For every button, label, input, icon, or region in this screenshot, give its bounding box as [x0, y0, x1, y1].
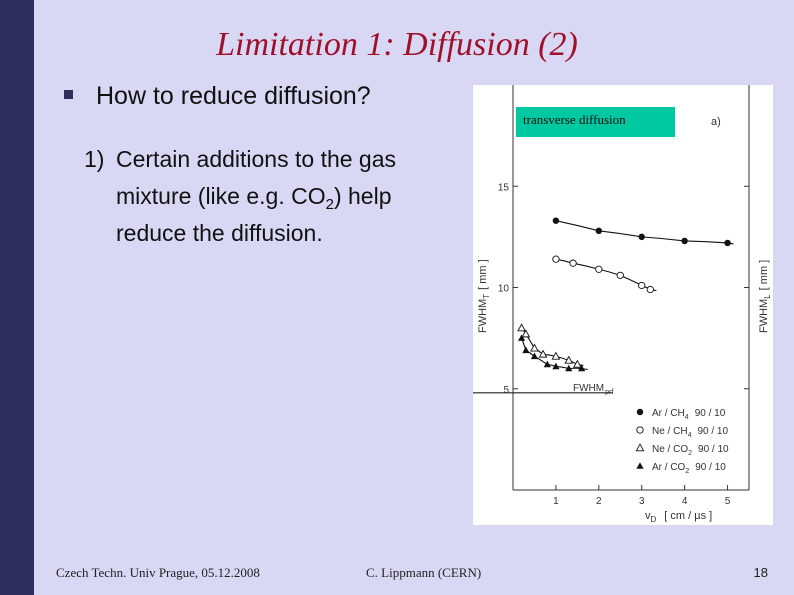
point-filled-circle	[636, 408, 644, 416]
point-open-triangle	[521, 329, 531, 338]
x-axis-label: vD [ cm / µs ]	[645, 510, 712, 524]
y-label-left-unit: [ mm ]	[477, 259, 489, 290]
legend-mix: 90 / 10	[695, 462, 726, 473]
point-filled-circle	[595, 227, 603, 234]
point-open-triangle	[551, 351, 561, 360]
prf-label-main: FWHM	[573, 383, 604, 394]
legend-mix: 90 / 10	[698, 444, 729, 455]
x-tick-label: 1	[553, 496, 559, 507]
legend-mix: 90 / 10	[695, 408, 726, 419]
sidebar-strip	[0, 0, 34, 595]
point-filled-triangle	[578, 364, 586, 372]
series-line-3	[521, 327, 584, 366]
sub-point-line-3: reduce the diffusion.	[116, 220, 323, 246]
point-open-triangle	[530, 343, 539, 352]
legend-entry-label: Ne / CO2 90 / 10	[652, 444, 729, 457]
legend-entry-label: Ne / CH4 90 / 10	[652, 426, 728, 439]
point-filled-triangle	[517, 334, 526, 341]
point-filled-triangle	[552, 362, 560, 370]
x-tick-label: 3	[639, 496, 645, 507]
legend-entry-label: Ar / CO2 90 / 10	[652, 462, 726, 475]
point-open-triangle	[564, 355, 574, 364]
point-open-circle	[638, 281, 646, 290]
legend-subscript: 4	[685, 414, 689, 421]
legend-subscript: 4	[688, 432, 692, 439]
point-filled-circle	[552, 217, 560, 224]
x-tick-label: 2	[596, 496, 602, 507]
series-line-1	[555, 220, 734, 245]
point-filled-circle	[724, 239, 731, 247]
x-label-unit: [ cm / µs ]	[664, 510, 712, 522]
footer-venue: Czech Techn. Univ Prague, 05.12.2008	[56, 565, 260, 580]
sub-point-line-1: 1) Certain additions to the gas	[84, 141, 396, 178]
x-label-main: v	[645, 510, 651, 522]
x-tick-label: 5	[725, 496, 731, 507]
y-tick-label: 15	[498, 182, 510, 193]
point-open-circle	[595, 265, 603, 273]
legend-mix: 90 / 10	[697, 426, 728, 437]
y-tick-label: 5	[503, 385, 509, 396]
svg-text:FWHML[ mm ]: FWHML [ mm ]	[758, 260, 772, 333]
sub-point-subscript: 2	[325, 196, 334, 213]
sub-point-line-2: mixture (like e.g. CO2) help	[84, 178, 396, 215]
bullet-text: How to reduce diffusion?	[96, 82, 371, 110]
legend-gas: Ne / CO	[652, 444, 688, 455]
point-open-triangle	[538, 349, 548, 358]
y-label-right-unit: [ mm ]	[758, 260, 770, 291]
square-bullet-icon	[64, 90, 73, 99]
sub-point-number: 1)	[84, 146, 105, 172]
y-axis-label-left: FWHMT [ mm ]	[477, 259, 491, 333]
point-open-circle	[616, 271, 624, 280]
point-open-circle	[552, 255, 560, 263]
point-open-triangle	[573, 359, 582, 368]
point-filled-circle	[638, 233, 645, 241]
svg-text:FWHMT[ mm ]: FWHMT [ mm ]	[477, 259, 491, 333]
legend-subscript: 2	[688, 450, 692, 457]
y-label-right-main: FWHM	[758, 299, 770, 333]
y-tick-label: 10	[498, 284, 510, 295]
panel-tag: a)	[711, 116, 721, 128]
slide-title: Limitation 1: Diffusion (2)	[216, 26, 578, 63]
point-filled-triangle	[543, 360, 551, 368]
legend-entry-label: Ar / CH4 90 / 10	[652, 408, 726, 421]
point-filled-circle	[681, 237, 688, 245]
point-filled-triangle	[530, 352, 539, 360]
sub-point-text-2b: ) help	[333, 183, 392, 209]
diffusion-figure: 1 2 3 4 5 5 10 15 Ar / CH4 90 / 10 Ne / CH4 90 / 1…	[473, 85, 773, 525]
legend-gas: Ar / CH	[652, 408, 685, 419]
y-label-right-sub: L	[763, 294, 772, 299]
point-open-circle	[569, 259, 577, 267]
legend-gas: Ne / CH	[652, 426, 688, 437]
footer-author: C. Lippmann (CERN)	[366, 565, 482, 580]
transverse-diffusion-text: transverse diffusion	[523, 112, 626, 127]
sub-point-text-1: Certain additions to the gas	[116, 146, 397, 172]
prf-label-sub: prf	[605, 389, 613, 396]
prf-label: FWHMprf	[573, 383, 613, 396]
legend-gas: Ar / CO	[652, 462, 686, 473]
legend-subscript: 2	[685, 468, 689, 475]
x-tick-label: 4	[682, 496, 688, 507]
sub-point-text-2a: mixture (like e.g. CO	[116, 183, 326, 209]
data-marks	[517, 217, 734, 372]
y-label-left-sub: T	[482, 294, 491, 299]
page-number: 18	[753, 565, 768, 580]
point-open-circle	[636, 426, 644, 434]
sub-point: 1) Certain additions to the gas mixture (…	[84, 141, 396, 252]
point-filled-triangle	[565, 364, 573, 372]
point-filled-triangle	[636, 462, 644, 469]
axis-ticks: 1 2 3 4 5 5 10 15	[498, 182, 749, 507]
point-open-triangle	[517, 323, 526, 332]
transverse-diffusion-label: transverse diffusion	[516, 107, 675, 137]
y-label-left-main: FWHM	[477, 299, 489, 333]
x-label-sub: D	[651, 515, 657, 524]
y-axis-label-right: FWHML [ mm ]	[758, 260, 772, 333]
point-filled-triangle	[522, 346, 530, 354]
point-open-triangle	[635, 443, 645, 452]
point-open-circle	[646, 285, 654, 294]
